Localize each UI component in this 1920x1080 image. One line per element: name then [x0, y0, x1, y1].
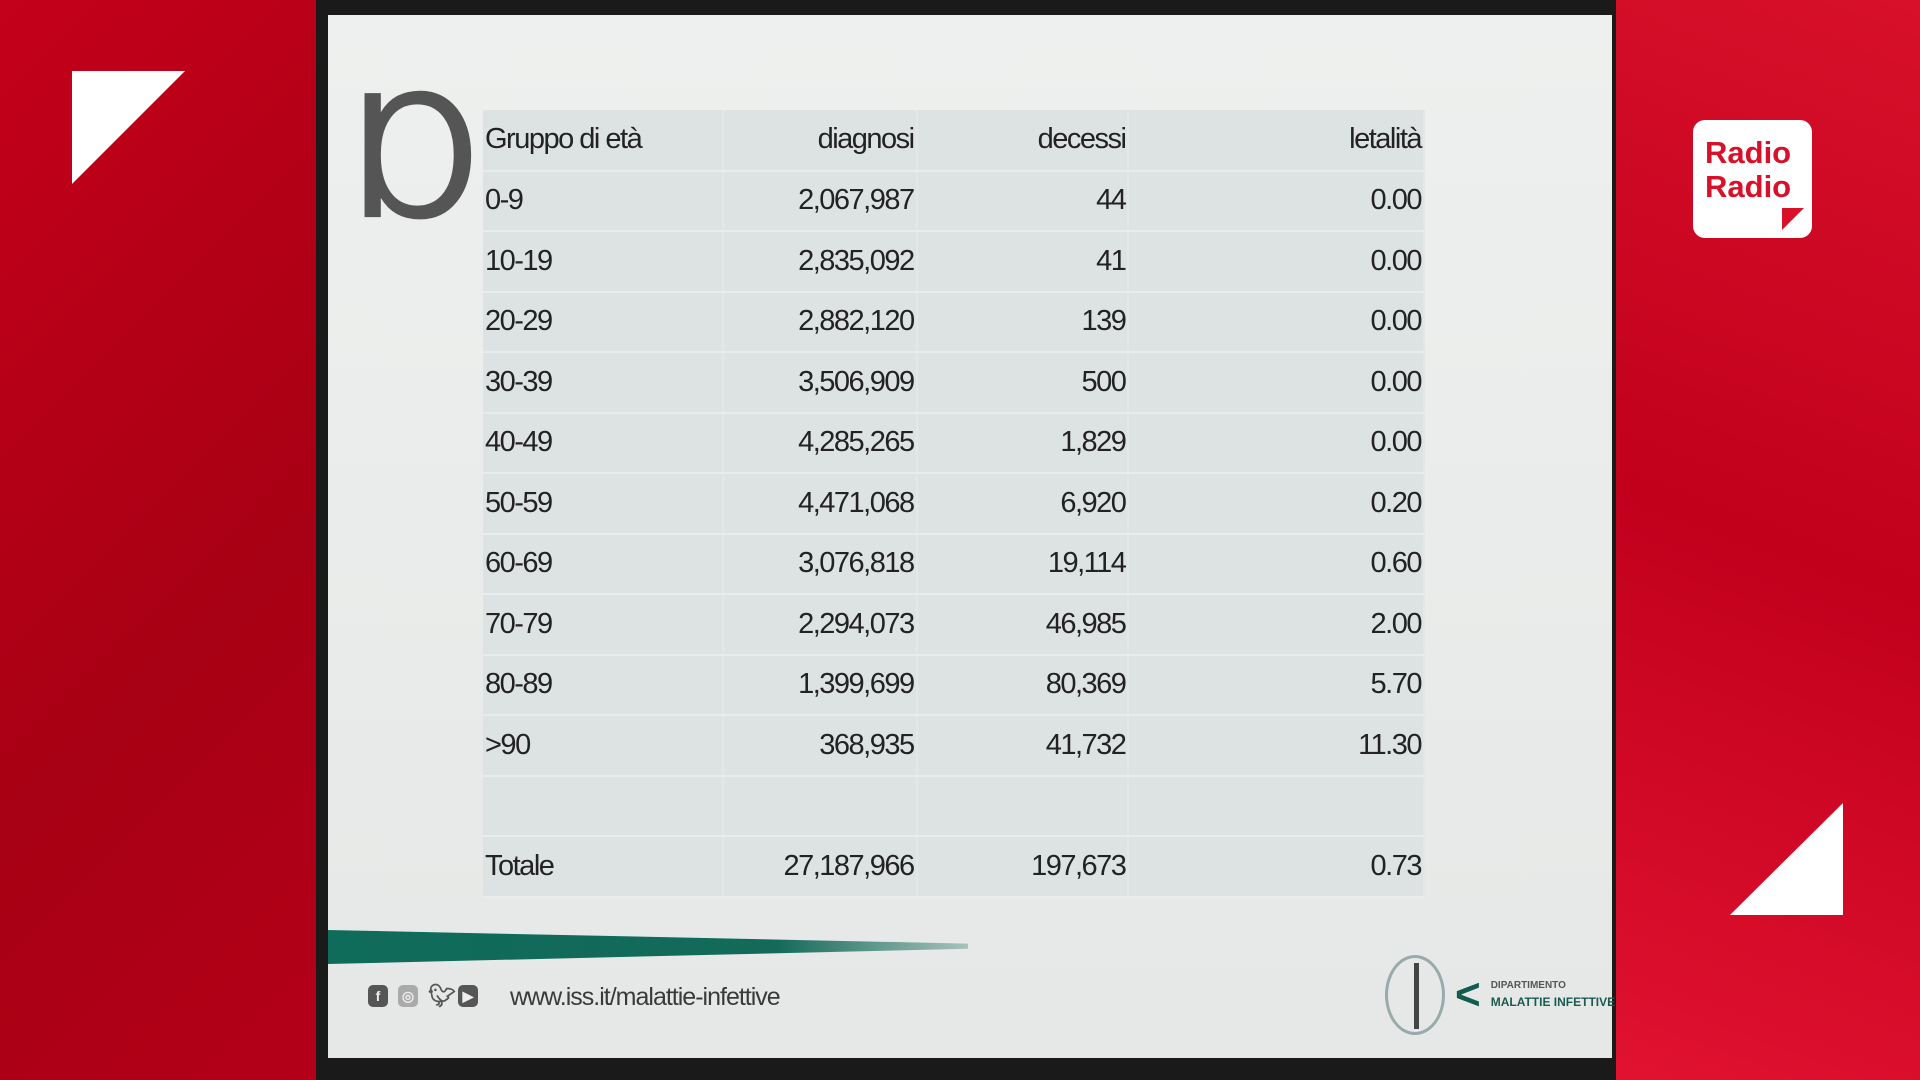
cell-age-group	[483, 775, 724, 837]
cell-diagnoses	[722, 775, 918, 837]
table-row	[483, 775, 1425, 837]
table-row: 20-29 2,882,120 139 0.00	[483, 291, 1425, 353]
table-row: 70-79 2,294,073 46,985 2.00	[483, 594, 1425, 656]
cell-diagnoses: 3,076,818	[722, 533, 918, 595]
chevron-logo-icon: <	[1455, 970, 1481, 1019]
cell-deaths	[916, 775, 1130, 837]
cell-lethality: 2.00	[1128, 594, 1425, 656]
dept-line1: DIPARTIMENTO	[1490, 980, 1566, 991]
cell-lethality	[1128, 775, 1425, 837]
cell-diagnoses: 2,835,092	[722, 231, 918, 293]
table-row: 40-49 4,285,265 1,829 0.00	[483, 412, 1425, 474]
table-header-row: Gruppo di età diagnosi decessi letalità	[483, 110, 1425, 172]
decorative-triangle	[72, 71, 185, 184]
cell-lethality: 0.60	[1128, 533, 1425, 595]
cell-lethality: 0.00	[1128, 352, 1425, 414]
header-lethality: letalità	[1128, 110, 1425, 172]
cell-lethality: 0.00	[1128, 231, 1425, 293]
table-row: 60-69 3,076,818 19,114 0.60	[483, 533, 1425, 595]
cell-age-group: 40-49	[483, 412, 724, 474]
table-row: >90 368,935 41,732 11.30	[483, 715, 1425, 777]
table-row: 80-89 1,399,699 80,369 5.70	[483, 654, 1425, 716]
website-url: www.iss.it/malattie-infettive	[510, 983, 781, 1011]
cell-diagnoses: 27,187,966	[722, 836, 918, 898]
cell-age-group: 70-79	[483, 594, 724, 656]
cell-diagnoses: 2,294,073	[722, 594, 918, 656]
table-row: 50-59 4,471,068 6,920 0.20	[483, 473, 1425, 535]
cell-age-group: 80-89	[483, 654, 724, 716]
cell-age-group: 30-39	[483, 352, 724, 414]
cell-age-group: 50-59	[483, 473, 724, 535]
cell-deaths: 80,369	[916, 654, 1130, 716]
cell-diagnoses: 368,935	[722, 715, 918, 777]
republic-emblem-logo: Ɒ	[355, 66, 488, 254]
cell-age-group: 60-69	[483, 533, 724, 595]
instagram-icon[interactable]: ◎	[398, 985, 418, 1007]
table-row: 30-39 3,506,909 500 0.00	[483, 352, 1425, 414]
cell-deaths: 6,920	[916, 473, 1130, 535]
cell-deaths: 44	[916, 170, 1130, 232]
cell-lethality: 0.00	[1128, 412, 1425, 474]
cell-age-group: Totale	[483, 836, 724, 898]
table-row: 10-19 2,835,092 41 0.00	[483, 231, 1425, 293]
iss-seal-icon	[1385, 955, 1445, 1035]
header-deaths: decessi	[916, 110, 1130, 172]
social-icons: f ◎ 🐦︎ ▶	[368, 985, 478, 1007]
cell-diagnoses: 3,506,909	[722, 352, 918, 414]
cell-deaths: 19,114	[916, 533, 1130, 595]
cell-age-group: >90	[483, 715, 724, 777]
radio-radio-logo: Radio Radio	[1693, 120, 1812, 238]
cell-deaths: 500	[916, 352, 1130, 414]
cell-deaths: 1,829	[916, 412, 1130, 474]
cell-lethality: 0.00	[1128, 170, 1425, 232]
table-row: 0-9 2,067,987 44 0.00	[483, 170, 1425, 232]
cell-lethality: 0.20	[1128, 473, 1425, 535]
cell-lethality: 0.73	[1128, 836, 1425, 898]
facebook-icon[interactable]: f	[368, 985, 388, 1007]
cell-age-group: 20-29	[483, 291, 724, 353]
cell-lethality: 5.70	[1128, 654, 1425, 716]
cell-diagnoses: 4,471,068	[722, 473, 918, 535]
age-group-table: Gruppo di età diagnosi decessi letalità …	[483, 110, 1425, 898]
cell-age-group: 10-19	[483, 231, 724, 293]
department-logo: < DIPARTIMENTO MALATTIE INFETTIVE	[1385, 955, 1615, 1035]
cell-age-group: 0-9	[483, 170, 724, 232]
cell-deaths: 46,985	[916, 594, 1130, 656]
twitter-icon[interactable]: 🐦︎	[428, 983, 456, 1008]
cell-lethality: 11.30	[1128, 715, 1425, 777]
cell-deaths: 197,673	[916, 836, 1130, 898]
dept-line2: MALATTIE INFETTIVE	[1490, 995, 1616, 1009]
header-age-group: Gruppo di età	[483, 110, 724, 172]
cell-diagnoses: 1,399,699	[722, 654, 918, 716]
header-diagnoses: diagnosi	[722, 110, 918, 172]
cell-deaths: 41,732	[916, 715, 1130, 777]
youtube-icon[interactable]: ▶	[458, 985, 478, 1007]
cell-deaths: 139	[916, 291, 1130, 353]
cell-diagnoses: 2,882,120	[722, 291, 918, 353]
cell-deaths: 41	[916, 231, 1130, 293]
cell-diagnoses: 4,285,265	[722, 412, 918, 474]
cell-lethality: 0.00	[1128, 291, 1425, 353]
cell-diagnoses: 2,067,987	[722, 170, 918, 232]
decorative-triangle	[1730, 803, 1843, 915]
table-row: Totale 27,187,966 197,673 0.73	[483, 836, 1425, 898]
